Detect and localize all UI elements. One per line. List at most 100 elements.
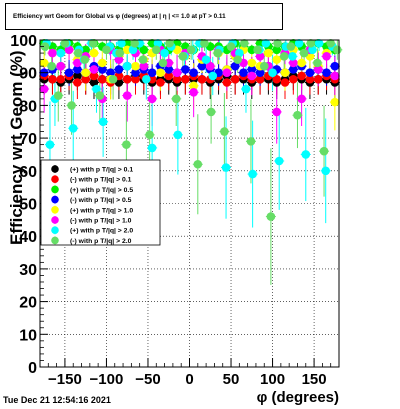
legend-label: (+) with p T/|q| > 1.0 bbox=[70, 207, 133, 214]
legend-label: (-) with p T/|q| > 0.5 bbox=[70, 197, 132, 204]
data-point bbox=[89, 48, 99, 58]
data-point bbox=[253, 45, 262, 55]
x-axis-label: φ (degrees) bbox=[257, 389, 339, 406]
y-tick-label: 10 bbox=[19, 327, 37, 344]
ticks-layer: 0 10 20 30 40 50 60 70 80 90 100 −150 −100 −50 0 50 100 1… bbox=[10, 33, 332, 388]
data-point bbox=[255, 74, 265, 84]
data-point bbox=[131, 68, 140, 77]
data-point bbox=[206, 107, 216, 117]
data-point bbox=[160, 48, 169, 58]
data-point bbox=[186, 45, 196, 55]
data-point bbox=[330, 71, 340, 81]
data-point bbox=[64, 45, 74, 55]
data-point bbox=[220, 127, 229, 136]
data-point bbox=[246, 137, 256, 146]
data-point bbox=[172, 68, 182, 77]
data-point bbox=[230, 74, 240, 84]
data-point bbox=[313, 58, 322, 68]
data-point bbox=[165, 38, 174, 48]
legend-label: (+) with p T/|q| > 0.1 bbox=[70, 167, 133, 174]
data-point bbox=[164, 65, 174, 74]
data-point bbox=[222, 78, 232, 87]
data-point bbox=[208, 71, 218, 81]
data-point bbox=[97, 58, 107, 68]
data-point bbox=[233, 55, 242, 64]
data-point bbox=[114, 55, 124, 64]
data-point bbox=[151, 45, 161, 55]
data-point bbox=[153, 38, 163, 48]
data-point bbox=[172, 74, 182, 84]
data-point bbox=[322, 52, 331, 61]
data-point bbox=[81, 74, 90, 84]
data-point bbox=[122, 61, 132, 71]
data-point bbox=[314, 38, 324, 48]
data-point bbox=[306, 38, 316, 48]
data-point bbox=[81, 45, 90, 55]
data-point bbox=[131, 61, 140, 71]
data-point bbox=[128, 45, 138, 55]
data-point bbox=[115, 48, 125, 58]
data-point bbox=[145, 130, 154, 140]
data-point bbox=[305, 68, 315, 77]
data-point bbox=[197, 74, 207, 84]
data-point bbox=[308, 45, 317, 55]
data-point bbox=[319, 146, 329, 156]
data-point bbox=[313, 74, 323, 84]
data-point bbox=[235, 48, 244, 58]
data-point bbox=[73, 71, 82, 81]
data-point bbox=[297, 58, 306, 68]
data-point bbox=[40, 42, 50, 51]
data-point bbox=[297, 94, 306, 104]
data-point bbox=[56, 61, 66, 71]
data-point bbox=[272, 45, 282, 55]
data-point bbox=[255, 68, 265, 77]
data-point bbox=[97, 74, 107, 84]
x-tick-label: 100 bbox=[260, 371, 285, 388]
legend-label: (+) with p T/|q| > 2.0 bbox=[70, 228, 133, 235]
data-point bbox=[197, 61, 207, 71]
y-tick-label: 80 bbox=[19, 98, 37, 115]
data-point bbox=[273, 38, 282, 48]
data-point bbox=[330, 61, 340, 71]
data-point bbox=[268, 68, 277, 77]
data-point bbox=[322, 68, 331, 77]
data-point bbox=[131, 74, 140, 84]
legend-box bbox=[40, 159, 161, 246]
data-point bbox=[247, 71, 257, 81]
data-point bbox=[156, 78, 165, 87]
legend-label: (-) with p T/|q| > 0.1 bbox=[70, 177, 132, 184]
data-point bbox=[294, 38, 304, 48]
data-point bbox=[241, 84, 251, 94]
data-point bbox=[247, 65, 257, 74]
data-point bbox=[305, 74, 315, 84]
legend-label: (-) with p T/|q| > 2.0 bbox=[70, 238, 132, 245]
data-point bbox=[193, 159, 203, 169]
data-point bbox=[81, 68, 90, 77]
data-point bbox=[92, 84, 101, 94]
data-point bbox=[64, 68, 74, 77]
data-point bbox=[80, 55, 90, 64]
grid-layer bbox=[40, 39, 339, 368]
data-point bbox=[230, 61, 240, 71]
data-point bbox=[301, 150, 311, 159]
data-point bbox=[73, 65, 82, 74]
data-point bbox=[117, 38, 126, 48]
data-point bbox=[333, 45, 342, 55]
data-point bbox=[97, 65, 107, 74]
data-point bbox=[293, 110, 302, 120]
data-point bbox=[171, 94, 181, 104]
data-point bbox=[173, 130, 183, 140]
data-point bbox=[221, 163, 231, 172]
data-point bbox=[205, 61, 215, 71]
data-point bbox=[297, 71, 306, 81]
data-point bbox=[73, 58, 82, 68]
data-point bbox=[56, 74, 66, 84]
data-point bbox=[201, 55, 211, 64]
data-point bbox=[289, 58, 298, 68]
y-tick-label: 70 bbox=[19, 131, 37, 148]
data-point bbox=[222, 68, 232, 77]
data-point bbox=[139, 61, 149, 71]
data-point bbox=[67, 101, 76, 110]
data-point bbox=[181, 65, 190, 74]
data-point bbox=[200, 38, 209, 48]
